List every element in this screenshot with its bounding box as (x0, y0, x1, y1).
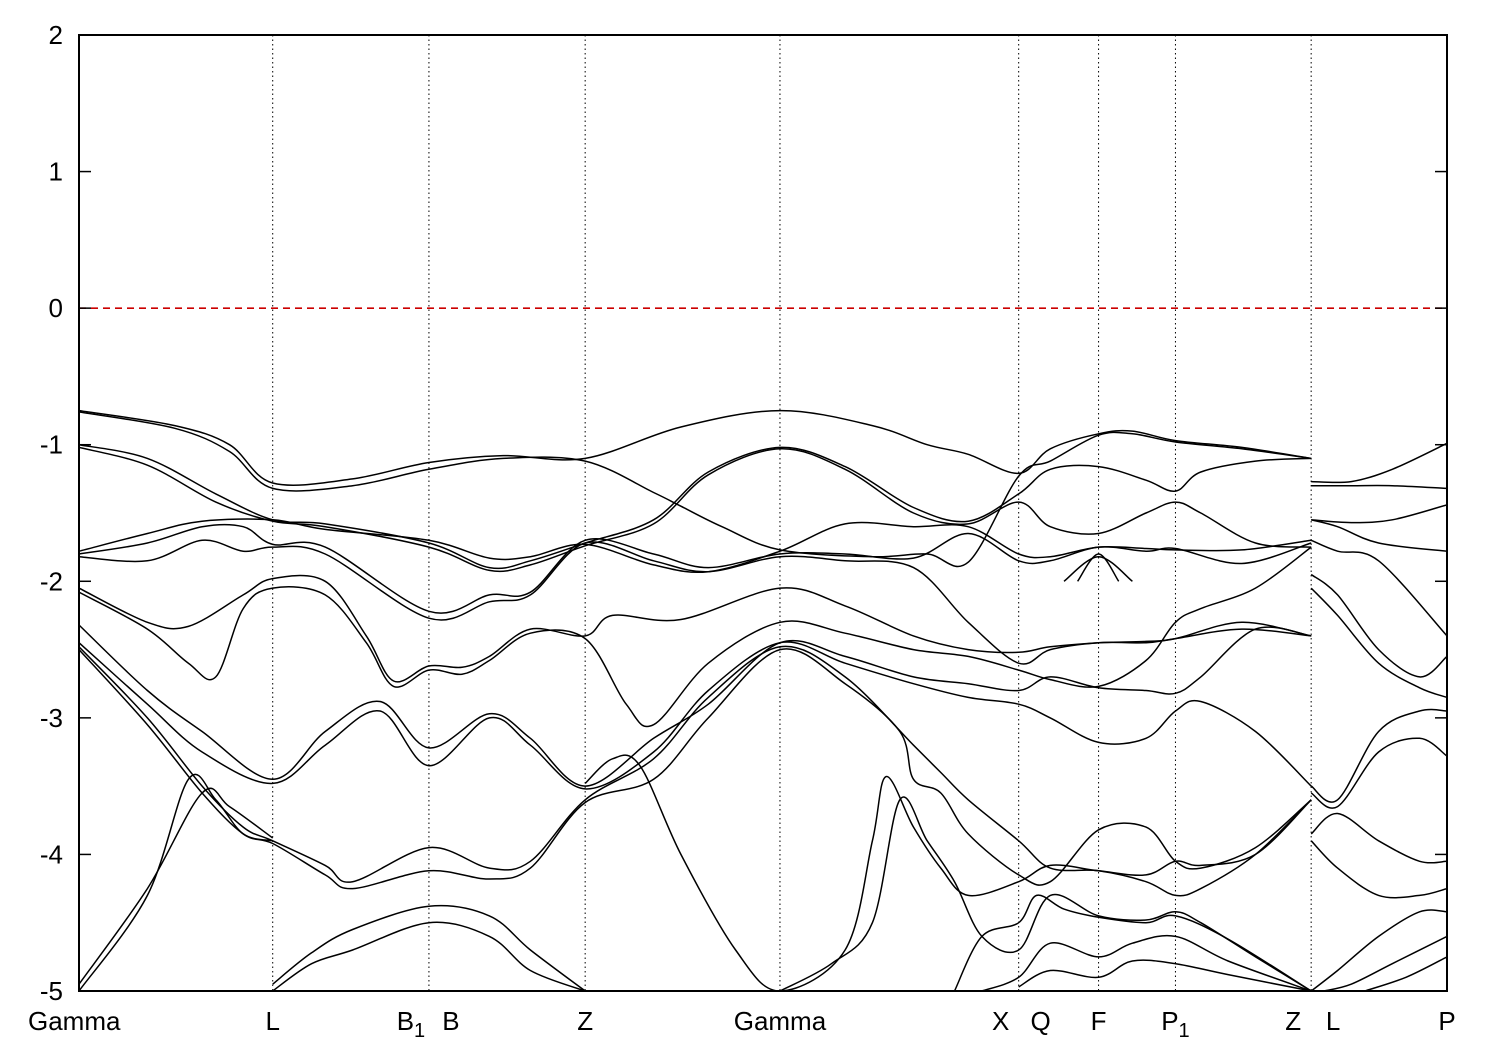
band-line-6 (79, 523, 1312, 614)
band-line-15 (79, 787, 274, 985)
band-line-23 (1063, 555, 1133, 582)
y-tick-label: -5 (40, 976, 63, 1006)
band-line-8 (79, 574, 1312, 683)
band-line-28 (1311, 519, 1447, 552)
x-tick-label: Gamma (734, 1006, 827, 1036)
x-tick-label: P (1438, 1006, 1455, 1036)
band-line-10 (79, 624, 1312, 787)
band-line-33 (1310, 737, 1447, 809)
x-axis-ticks: Gamma L B1 B Z Gamma X Q F P1 Z L P (28, 1006, 1456, 1042)
x-tick-label: Q (1031, 1006, 1051, 1036)
x-tick-label: X (992, 1006, 1009, 1036)
band-line-26 (1311, 484, 1447, 490)
band-line-30 (1310, 573, 1447, 678)
band-line-32 (1310, 708, 1447, 803)
x-tick-label: Z (1285, 1006, 1301, 1036)
y-axis-ticks: 2 1 0 -1 -2 -3 -4 -5 (40, 20, 1447, 1006)
band-lines (79, 409, 1447, 991)
x-tick-label: B (442, 1006, 459, 1036)
band-line-37 (1323, 935, 1447, 991)
band-line-35 (1310, 840, 1447, 899)
plot-frame (78, 34, 1448, 992)
x-tick-label: P1 (1161, 1006, 1189, 1042)
band-line-1 (79, 409, 1312, 486)
band-line-7 (79, 539, 1312, 665)
band-line-38 (1364, 956, 1447, 991)
x-tick-label: Z (577, 1006, 593, 1036)
band-line-2 (79, 411, 1312, 568)
band-line-27 (1311, 504, 1447, 524)
band-line-18 (584, 754, 1312, 991)
band-line-14 (79, 773, 273, 991)
band-line-11 (79, 641, 1312, 790)
band-line-20 (953, 894, 1312, 991)
band-line-31 (1310, 587, 1447, 699)
band-line-12 (79, 645, 1312, 897)
y-tick-label: 1 (49, 157, 63, 187)
x-tick-label: F (1091, 1006, 1107, 1036)
band-line-34 (1310, 812, 1447, 864)
band-line-19 (779, 796, 1312, 991)
y-tick-label: 2 (49, 20, 63, 50)
band-line-4 (79, 446, 1312, 573)
x-tick-label: Gamma (28, 1006, 121, 1036)
y-tick-label: -3 (40, 703, 63, 733)
band-line-25 (1311, 442, 1447, 484)
band-line-9 (79, 546, 1312, 728)
band-line-21 (981, 934, 1312, 991)
x-tick-label: B1 (397, 1006, 425, 1042)
x-tick-label: L (1326, 1006, 1340, 1036)
kpoint-grid-lines (272, 35, 1312, 991)
band-line-22 (1018, 959, 1312, 991)
band-line-5 (79, 518, 1312, 574)
band-line-17 (272, 921, 586, 991)
x-tick-label: L (265, 1006, 279, 1036)
y-tick-label: 0 (49, 293, 63, 323)
band-line-29 (1310, 539, 1447, 637)
band-line-16 (272, 905, 586, 991)
y-tick-label: -4 (40, 839, 63, 869)
y-tick-label: -2 (40, 566, 63, 596)
band-line-3 (79, 443, 1312, 570)
band-line-13 (79, 648, 1312, 890)
y-tick-label: -1 (40, 430, 63, 460)
band-line-36 (1310, 909, 1447, 991)
band-line-24 (1076, 553, 1120, 582)
